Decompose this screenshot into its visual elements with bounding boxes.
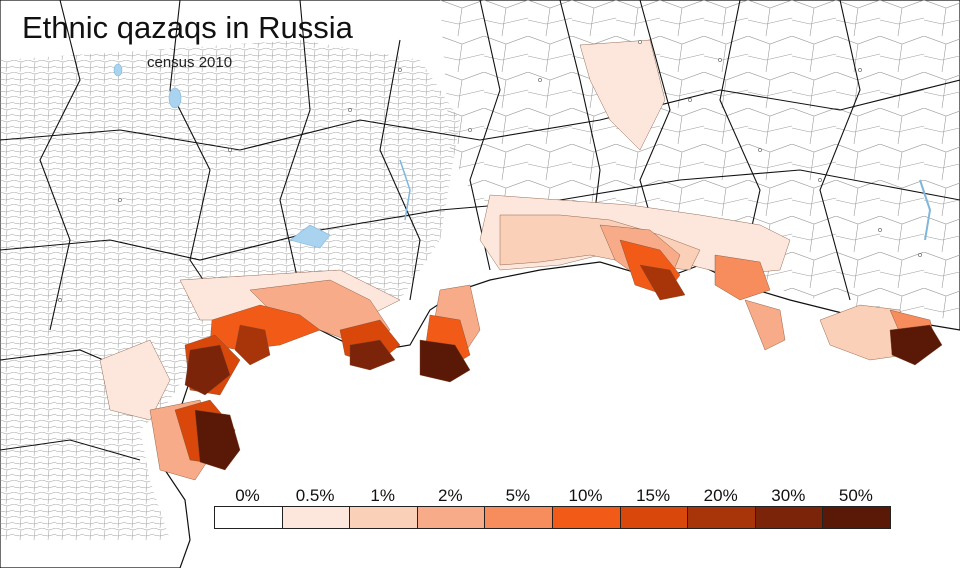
legend-label: 50% — [838, 486, 873, 505]
legend-label: 2% — [438, 486, 463, 505]
legend-label: 1% — [370, 486, 395, 505]
legend-label: 10% — [568, 486, 603, 505]
legend-swatch — [822, 506, 891, 529]
legend-label: 5% — [505, 486, 531, 505]
legend-swatch — [619, 506, 689, 529]
legend-swatch — [281, 506, 351, 529]
lakes-rivers — [113, 63, 932, 264]
legend-swatch — [484, 506, 553, 529]
legend-swatch — [687, 506, 756, 529]
legend-swatch — [754, 506, 824, 529]
legend-swatch — [214, 506, 283, 529]
map-subtitle: census 2010 — [147, 54, 233, 71]
eastern-districts — [440, 0, 960, 320]
legend-swatch — [416, 506, 486, 529]
legend-swatch — [349, 506, 418, 529]
legend-label: 0% — [235, 486, 260, 505]
legend-label: 20% — [703, 486, 738, 505]
qazaq-concentration — [99, 39, 943, 481]
map-title: Ethnic qazaqs in Russia — [22, 10, 353, 45]
settlement-dots — [58, 40, 922, 302]
legend: 0% 0.5% 1% 2% 5% 10% 15% 20% 30% 50% — [214, 486, 891, 530]
legend-label: 0.5% — [295, 486, 335, 505]
legend-label: 30% — [771, 486, 806, 505]
legend-swatch — [552, 506, 621, 529]
legend-label: 15% — [636, 486, 671, 505]
